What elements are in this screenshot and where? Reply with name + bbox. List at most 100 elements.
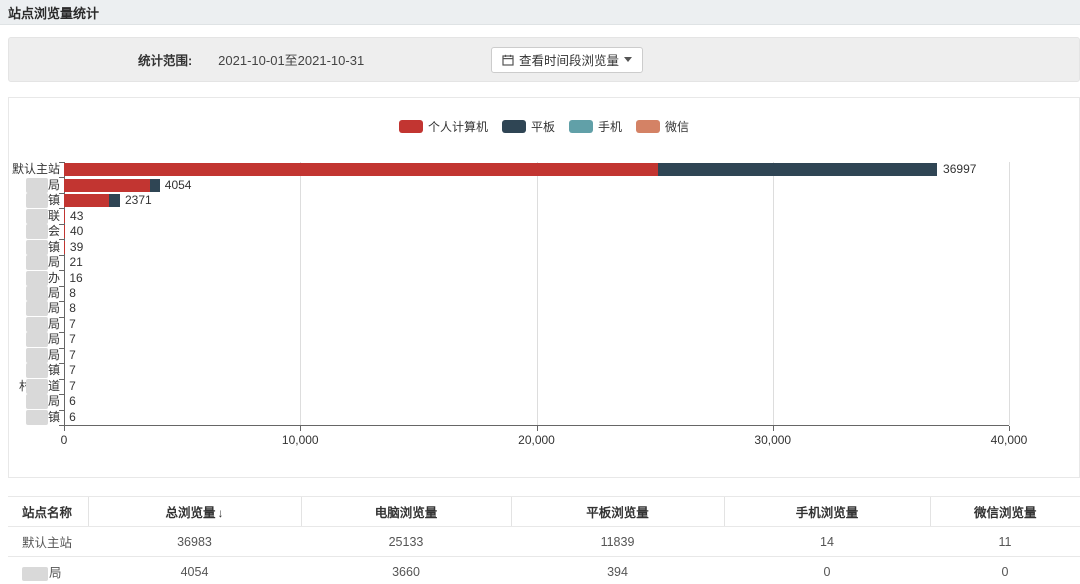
y-axis-tick <box>59 316 64 318</box>
y-axis-tick <box>59 347 64 349</box>
bar-segment-平板[interactable] <box>108 194 120 208</box>
bar-segment-个人计算机[interactable] <box>64 194 109 208</box>
y-label-text: 局 <box>47 316 60 331</box>
y-label-text: 镇 <box>47 239 60 254</box>
bar-value-label: 36997 <box>943 162 977 177</box>
redacted-text <box>25 301 48 317</box>
stat-range-label: 统计范围: <box>138 54 193 68</box>
legend-item-平板[interactable]: 平板 <box>501 118 555 135</box>
phone-views-cell: 0 <box>724 556 930 584</box>
chart-legend: 个人计算机 平板 手机 微信 <box>9 118 1079 135</box>
y-label-text: 默认主站 <box>11 162 60 177</box>
sort-desc-icon: ↓ <box>217 506 224 520</box>
y-label-text: 镇 <box>47 363 60 378</box>
y-axis-category-label: 局 <box>25 285 60 301</box>
views-chart-panel: 个人计算机 平板 手机 微信 0 10,000 20,000 30,000 40,000 默认主… <box>8 97 1080 478</box>
x-axis-tick-label: 30,000 <box>754 433 792 447</box>
stat-range-value: 2021-10-01至2021-10-31 <box>218 53 365 68</box>
y-axis-tick <box>59 192 64 194</box>
site-name-cell: 局 <box>8 556 88 584</box>
header-phone-views[interactable]: 手机浏览量 <box>723 496 930 527</box>
bar-segment-个人计算机[interactable] <box>64 240 65 254</box>
site-name-cell: 默认主站 <box>8 526 88 557</box>
redacted-text <box>25 255 48 271</box>
y-axis-category-label: 局 <box>25 301 60 317</box>
filter-bar: 统计范围: 2021-10-01至2021-10-31 查看时间段浏览量 <box>8 37 1080 82</box>
legend-label: 手机 <box>598 120 623 134</box>
y-axis-tick <box>59 254 64 256</box>
y-axis-tick <box>59 239 64 241</box>
total-views-cell: 36983 <box>88 526 301 557</box>
legend-marker-icon <box>501 120 526 133</box>
site-name-suffix: 局 <box>49 566 62 580</box>
y-axis-category-label: 默认主站 <box>12 162 60 177</box>
chevron-down-icon <box>624 57 633 62</box>
y-axis-category-label: 联 <box>25 208 60 224</box>
redacted-text <box>25 270 48 286</box>
bar-value-label: 7 <box>69 332 76 347</box>
page-title: 站点浏览量统计 <box>8 5 100 21</box>
bar-value-label: 39 <box>69 239 84 254</box>
y-axis-tick <box>59 208 64 210</box>
y-axis-category-label: 镇 <box>25 363 60 379</box>
bar-segment-平板[interactable] <box>657 163 938 177</box>
y-axis-category-label: 镇 <box>25 409 60 425</box>
redacted-text <box>25 409 48 425</box>
y-label-text: 镇 <box>47 193 60 208</box>
y-label-text: 局 <box>47 394 60 409</box>
bar-segment-平板[interactable] <box>150 178 160 192</box>
y-label-text: 局 <box>47 301 60 316</box>
gridline <box>772 162 774 425</box>
y-label-prefix: 村 <box>18 378 26 393</box>
redacted-text <box>25 378 48 394</box>
legend-item-手机[interactable]: 手机 <box>569 118 622 135</box>
x-axis-line <box>64 425 1009 426</box>
y-axis-tick <box>59 425 64 426</box>
gridline <box>300 162 302 425</box>
bar-value-label: 7 <box>69 316 76 331</box>
bar-value-label: 2371 <box>125 193 152 208</box>
bar-value-label: 7 <box>69 347 76 362</box>
gridline <box>536 162 538 425</box>
bar-value-label: 8 <box>69 301 76 316</box>
bar-segment-个人计算机[interactable] <box>64 225 65 239</box>
gridline <box>1009 162 1010 425</box>
total-views-cell: 4054 <box>88 556 301 584</box>
legend-item-微信[interactable]: 微信 <box>636 118 689 135</box>
y-axis-category-label: 局 <box>25 347 60 363</box>
pc-views-cell: 3660 <box>301 556 511 584</box>
y-label-text: 局 <box>47 177 60 192</box>
view-period-views-button[interactable]: 查看时间段浏览量 <box>491 46 644 73</box>
y-axis-tick <box>59 285 64 287</box>
wechat-views-cell: 0 <box>930 556 1080 584</box>
x-axis-tick <box>536 426 538 431</box>
table-row: 默认主站 36983 25133 11839 14 11 <box>8 526 1080 557</box>
y-axis-category-label: 镇 <box>25 193 60 209</box>
bar-segment-个人计算机[interactable] <box>64 178 151 192</box>
y-axis-tick <box>59 301 64 303</box>
redacted-text <box>25 363 48 379</box>
header-tablet-views[interactable]: 平板浏览量 <box>510 496 724 527</box>
y-axis-category-label: 局 <box>25 316 60 332</box>
header-total-views[interactable]: 总浏览量 ↓ <box>87 496 301 527</box>
redacted-text <box>25 208 48 224</box>
y-axis-tick <box>59 223 64 225</box>
bar-value-label: 21 <box>69 255 83 270</box>
legend-item-个人计算机[interactable]: 个人计算机 <box>398 118 488 135</box>
y-axis-tick <box>59 394 64 396</box>
x-axis-tick <box>64 426 65 431</box>
bar-segment-个人计算机[interactable] <box>64 163 658 177</box>
bar-value-label: 6 <box>69 409 76 424</box>
header-wechat-views[interactable]: 微信浏览量 <box>929 496 1080 527</box>
view-period-views-label: 查看时间段浏览量 <box>519 54 620 68</box>
header-site-name[interactable]: 站点名称 <box>8 496 88 527</box>
y-label-text: 联 <box>47 208 60 223</box>
bar-segment-个人计算机[interactable] <box>64 209 66 223</box>
redacted-text <box>25 193 48 209</box>
phone-views-cell: 14 <box>724 526 930 557</box>
header-pc-views[interactable]: 电脑浏览量 <box>300 496 511 527</box>
x-axis-tick-label: 10,000 <box>281 433 319 447</box>
y-axis-category-label: 会 <box>25 224 60 240</box>
y-label-text: 镇 <box>47 409 60 424</box>
y-label-text: 局 <box>47 347 60 362</box>
